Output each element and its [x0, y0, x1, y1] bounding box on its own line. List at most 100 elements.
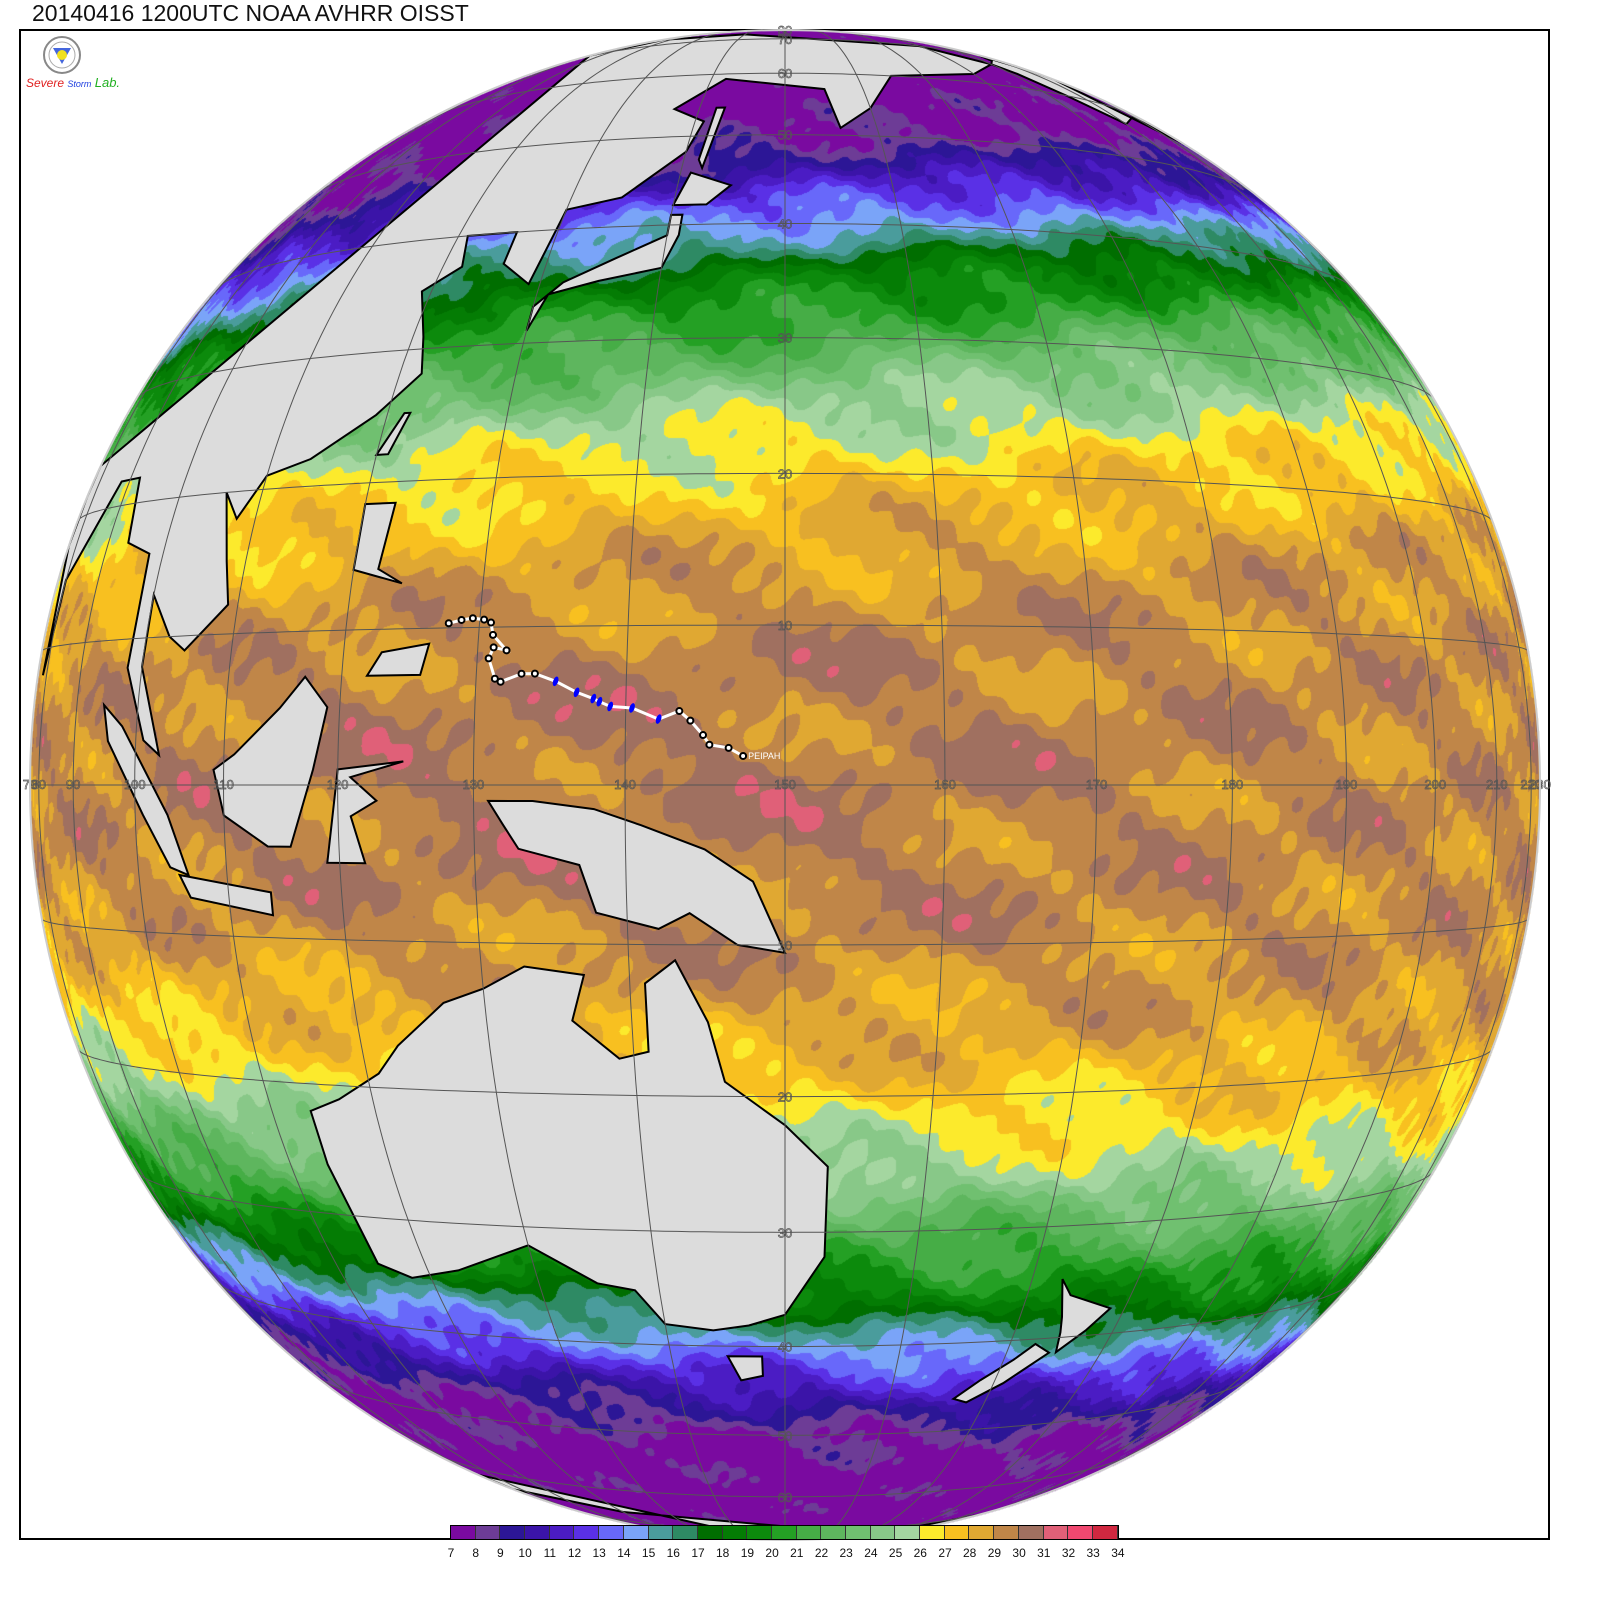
- track-point-depression: [480, 615, 489, 624]
- track-point-depression: [675, 707, 684, 716]
- longitude-label: 180: [1222, 777, 1244, 792]
- longitude-label: 130: [463, 777, 485, 792]
- colorbar-cell: [821, 1526, 846, 1539]
- map-title: 20140416 1200UTC NOAA AVHRR OISST: [32, 0, 469, 26]
- colorbar-label: 28: [963, 1546, 977, 1560]
- logo-severe: Severe: [26, 76, 65, 90]
- colorbar-label: 33: [1086, 1546, 1100, 1560]
- track-point-storm: [590, 693, 597, 704]
- longitude-label: 100: [124, 777, 146, 792]
- colorbar-cell: [895, 1526, 921, 1539]
- meridian-line: [921, 42, 1348, 1528]
- colorbar-cell: [500, 1526, 526, 1539]
- land-luzon: [352, 501, 403, 585]
- colorbar-cell: [846, 1526, 871, 1539]
- meridian-line: [844, 31, 1098, 1539]
- track-point-storm: [596, 696, 603, 707]
- colorbar-cell: [722, 1526, 748, 1539]
- track-point-storm: [629, 703, 635, 713]
- land-sakhalin: [697, 106, 727, 171]
- meridian-line: [1056, 80, 1498, 1490]
- colorbar: [450, 1525, 1119, 1540]
- land-tasmania: [725, 1355, 764, 1382]
- track-point-depression: [490, 674, 499, 683]
- longitude-label: 160: [934, 777, 956, 792]
- colorbar-label: 13: [592, 1546, 606, 1560]
- longitude-label: 140: [614, 777, 636, 792]
- colorbar-label: 34: [1111, 1546, 1125, 1560]
- track-point-depression: [530, 669, 539, 678]
- track-point-depression: [468, 614, 477, 623]
- track-point-depression: [724, 743, 733, 752]
- colorbar-label: 15: [641, 1546, 656, 1560]
- typhoon-track: PEIPAH: [444, 614, 780, 761]
- colorbar-cell: [1068, 1526, 1093, 1539]
- latitude-label: 10: [778, 938, 792, 953]
- colorbar-label: 26: [913, 1546, 927, 1560]
- colorbar-label: 30: [1012, 1546, 1026, 1560]
- latitude-label: 30: [778, 1225, 792, 1240]
- meridian-line: [222, 42, 649, 1528]
- colorbar-cell: [944, 1526, 970, 1539]
- globe-limb: [29, 29, 1541, 1541]
- longitude-label: 80: [32, 777, 46, 792]
- land-java: [177, 873, 275, 917]
- land-borneo: [212, 675, 329, 848]
- latitude-label: 40: [778, 216, 792, 231]
- longitude-label: 170: [1086, 777, 1108, 792]
- land-new-guinea: [486, 799, 787, 955]
- track-point-depression: [444, 619, 453, 628]
- meridian-line: [38, 161, 360, 1409]
- land-alaska: [977, 54, 1185, 145]
- colorbar-cell: [870, 1526, 896, 1539]
- colorbar-label: 21: [790, 1546, 804, 1560]
- meridian-line: [977, 54, 1436, 1516]
- land-taiwan: [374, 411, 413, 457]
- latitude-label: 30: [778, 331, 792, 346]
- logo-lab: Lab.: [94, 75, 121, 90]
- colorbar-cell: [920, 1526, 945, 1539]
- colorbar-cell: [771, 1526, 797, 1539]
- meridian-line: [134, 54, 593, 1516]
- seal-icon: [43, 36, 81, 74]
- severe-storm-lab-logo: [26, 36, 106, 76]
- land-nz-south: [951, 1342, 1051, 1404]
- logo-storm: Storm: [67, 79, 92, 89]
- land-australia: [309, 958, 829, 1332]
- meridian-line: [624, 30, 758, 1540]
- colorbar-label: 19: [740, 1546, 755, 1560]
- meridian-line: [472, 31, 726, 1539]
- track-point-depression: [517, 669, 526, 678]
- colorbar-cell: [1043, 1526, 1069, 1539]
- latitude-label: 40: [778, 1340, 792, 1355]
- longitude-label: 220: [1520, 777, 1542, 792]
- colorbar-label: 17: [691, 1546, 705, 1560]
- meridian-line: [72, 80, 514, 1490]
- track-point-depression: [487, 618, 496, 627]
- track-point-depression: [484, 654, 493, 663]
- land-sulawesi: [326, 760, 404, 865]
- colorbar-label: 25: [888, 1546, 903, 1560]
- colorbar-label: 32: [1061, 1546, 1076, 1560]
- latitude-label: 20: [778, 466, 792, 481]
- colorbar-label: 23: [839, 1546, 853, 1560]
- colorbar-label: 16: [666, 1546, 680, 1560]
- latitude-label: 20: [778, 1090, 792, 1105]
- land-sumatra: [102, 701, 191, 878]
- colorbar-label: 10: [518, 1546, 532, 1560]
- colorbar-cell: [1018, 1526, 1044, 1539]
- longitude-label: 150: [774, 777, 796, 792]
- colorbar-cell: [796, 1526, 822, 1539]
- track-point-depression: [502, 646, 511, 655]
- land-asia: [41, 33, 994, 758]
- colorbar-cell: [969, 1526, 995, 1539]
- colorbar-cell: [747, 1526, 772, 1539]
- colorbar-label: 24: [864, 1546, 878, 1560]
- land-hokkaido: [671, 171, 734, 207]
- colorbar-label: 14: [617, 1546, 631, 1560]
- track-point-storm: [655, 714, 662, 724]
- colorbar-label: 9: [497, 1546, 504, 1560]
- latitude-label: 70: [778, 32, 792, 47]
- track-point-depression: [489, 643, 498, 652]
